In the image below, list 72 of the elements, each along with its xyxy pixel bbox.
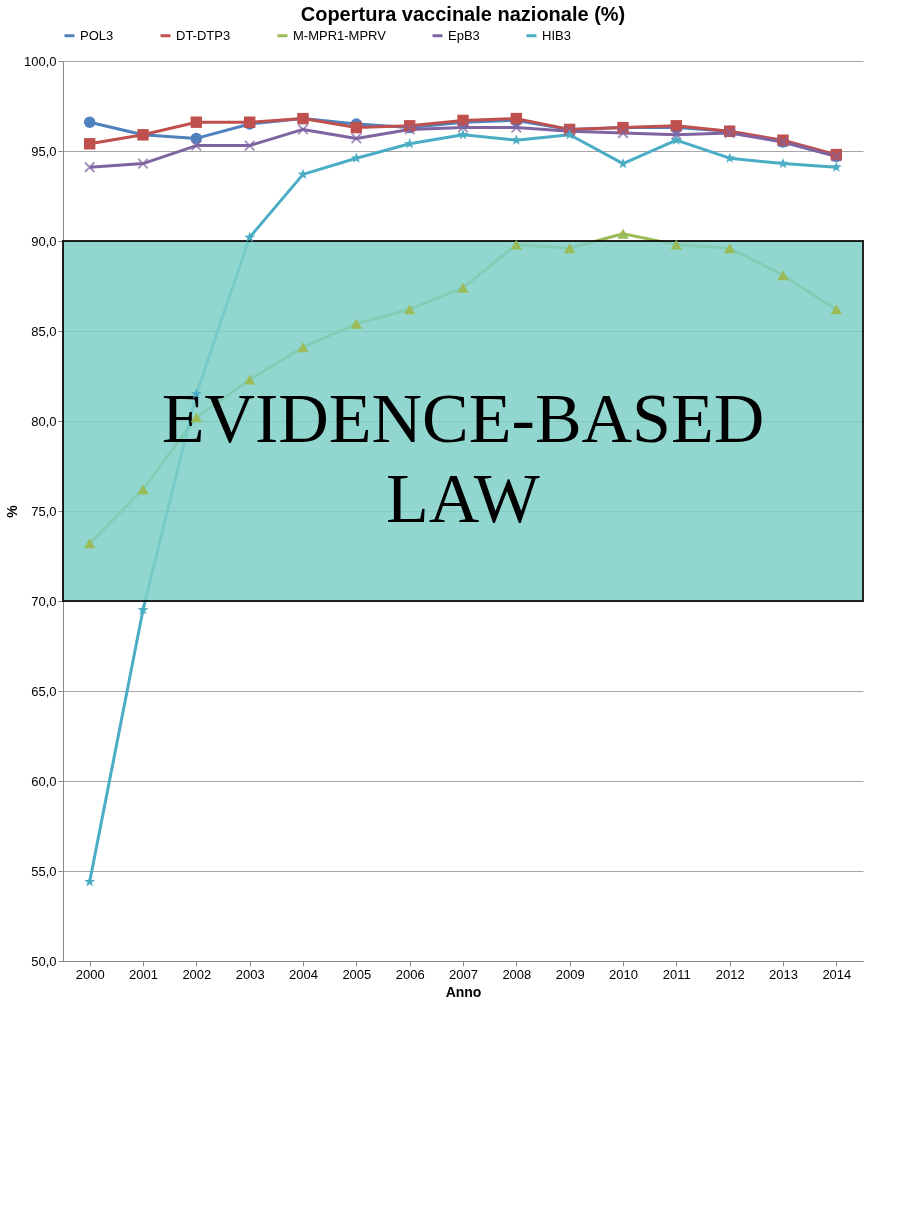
point: [830, 161, 842, 172]
y-tick-label: 70,0: [31, 593, 57, 609]
point: [777, 270, 789, 281]
point: [83, 116, 96, 128]
y-tick-label: 75,0: [31, 503, 57, 519]
point: [83, 538, 96, 549]
y-tick-label: 95,0: [31, 143, 57, 159]
point: [190, 116, 203, 128]
point: [137, 604, 149, 615]
point: [564, 129, 576, 140]
point: [243, 374, 256, 385]
point: [350, 318, 363, 329]
point: [510, 134, 522, 145]
x-tick-label: 2005: [342, 966, 372, 982]
point: [83, 138, 96, 150]
y-tick-label: 85,0: [31, 323, 57, 339]
point: [563, 243, 576, 254]
x-tick-label: 2001: [129, 966, 158, 982]
point: [84, 876, 96, 887]
legend-label: EpB3: [448, 27, 480, 43]
point: [457, 282, 469, 293]
x-tick-label: 2006: [395, 966, 425, 982]
x-tick-label: 2008: [502, 966, 532, 982]
y-tick-label: 65,0: [31, 683, 57, 699]
point: [723, 243, 736, 254]
band-label: EVIDENCE-BASED LAW: [161, 380, 765, 537]
point: [457, 129, 469, 140]
point: [670, 134, 682, 145]
x-axis-title: Anno: [445, 983, 482, 1000]
x-tick-label: 2014: [822, 966, 852, 982]
point: [244, 231, 256, 243]
legend-label: POL3: [80, 27, 114, 43]
point: [243, 139, 256, 152]
y-tick-label: 100,0: [23, 53, 57, 69]
point: [510, 121, 523, 134]
point: [137, 157, 149, 170]
point: [83, 161, 96, 173]
y-tick-label: 55,0: [31, 863, 57, 879]
x-tick-label: 2011: [662, 966, 691, 982]
x-tick-label: 2004: [289, 966, 318, 982]
point: [617, 228, 629, 239]
x-tick-label: 2013: [769, 966, 798, 982]
point: [777, 157, 789, 169]
point: [297, 342, 309, 353]
x-tick-label: 2007: [449, 966, 478, 982]
point: [350, 121, 363, 134]
legend-label: M-MPR1-MPRV: [293, 27, 387, 43]
point: [350, 132, 363, 145]
x-tick-label: 2003: [235, 966, 265, 982]
y-axis-title: %: [3, 504, 20, 518]
y-tick-label: 90,0: [31, 233, 57, 249]
x-tick-label: 2000: [75, 966, 105, 982]
legend-label: HIB3: [542, 27, 571, 43]
point: [457, 121, 469, 134]
point: [670, 129, 683, 141]
point: [617, 127, 629, 139]
x-tick-label: 2009: [555, 966, 585, 982]
x-tick-label: 2012: [715, 966, 745, 982]
point: [137, 484, 149, 495]
y-tick-label: 50,0: [31, 953, 57, 969]
y-tick-label: 80,0: [31, 413, 57, 429]
legend-label: DT-DTP3: [176, 27, 231, 43]
x-tick-label: 2002: [182, 966, 212, 982]
point: [830, 304, 843, 315]
y-tick-label: 60,0: [31, 773, 57, 789]
point: [297, 123, 309, 136]
x-tick-label: 2010: [609, 966, 638, 982]
point: [510, 239, 523, 250]
point: [670, 239, 683, 250]
point: [403, 304, 416, 315]
point: [190, 139, 203, 152]
chart-title: Copertura vaccinale nazionale (%): [300, 3, 626, 25]
